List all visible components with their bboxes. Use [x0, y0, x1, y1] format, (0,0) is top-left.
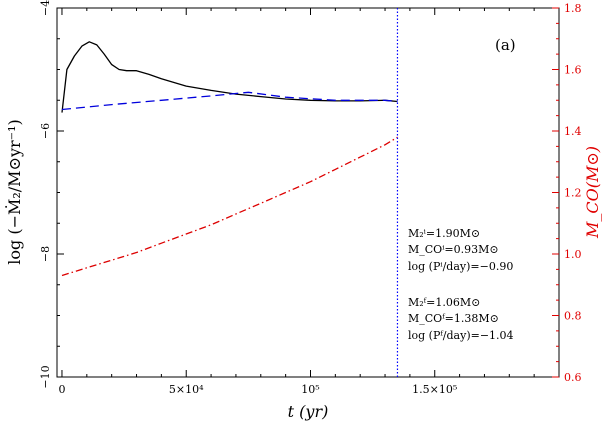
y-left-tick-label-2: −8 [39, 246, 52, 262]
ticks: 0 5×10⁴ 10⁵ 1.5×10⁵ −4 −6 −8 −10 0.6 0.8 1.0 1.2 1.4… [39, 0, 582, 396]
annot-initial-logp: log (Pⁱ/day)=−0.90 [408, 260, 513, 273]
x-tick-label-1: 5×10⁴ [169, 383, 204, 396]
series-line-0 [61, 41, 398, 113]
annotation-final: M₂ᶠ=1.06M⊙ M_COᶠ=1.38M⊙ log (Pᶠ/day)=−1.… [408, 296, 514, 342]
y-right-tick-label-0: 0.6 [564, 371, 582, 384]
annot-initial-m2: M₂ⁱ=1.90M⊙ [408, 227, 480, 240]
annot-final-m2: M₂ᶠ=1.06M⊙ [408, 296, 480, 309]
y-axis-left-label: log (−Ṁ₂/M⊙yr⁻¹) [4, 119, 24, 265]
y-left-tick-label-0: −4 [39, 0, 52, 16]
y-right-tick-label-6: 1.8 [564, 2, 582, 15]
y-left-tick-label-3: −10 [39, 365, 52, 388]
y-left-tick-label-1: −6 [39, 123, 52, 139]
panel-label: (a) [495, 36, 516, 54]
annot-initial-mco: M_COⁱ=0.93M⊙ [408, 243, 499, 256]
series-line-1 [61, 91, 398, 111]
y-right-tick-label-5: 1.6 [564, 64, 582, 77]
y-axis-right-label: M_CO(M⊙) [583, 146, 602, 239]
series-line-2 [61, 136, 398, 277]
x-tick-label-2: 10⁵ [301, 383, 319, 396]
y-right-tick-label-4: 1.4 [564, 125, 582, 138]
x-axis-label: t (yr) [288, 402, 329, 421]
y-right-tick-label-1: 0.8 [564, 310, 582, 323]
y-right-tick-label-2: 1.0 [564, 248, 582, 261]
series-group [61, 41, 398, 277]
x-tick-label-3: 1.5×10⁵ [412, 383, 457, 396]
annot-final-logp: log (Pᶠ/day)=−1.04 [408, 329, 514, 342]
annotation-initial: M₂ⁱ=1.90M⊙ M_COⁱ=0.93M⊙ log (Pⁱ/day)=−0.… [408, 227, 513, 273]
annot-final-mco: M_COᶠ=1.38M⊙ [408, 312, 499, 325]
x-tick-label-0: 0 [58, 383, 65, 396]
y-right-tick-label-3: 1.2 [564, 187, 582, 200]
